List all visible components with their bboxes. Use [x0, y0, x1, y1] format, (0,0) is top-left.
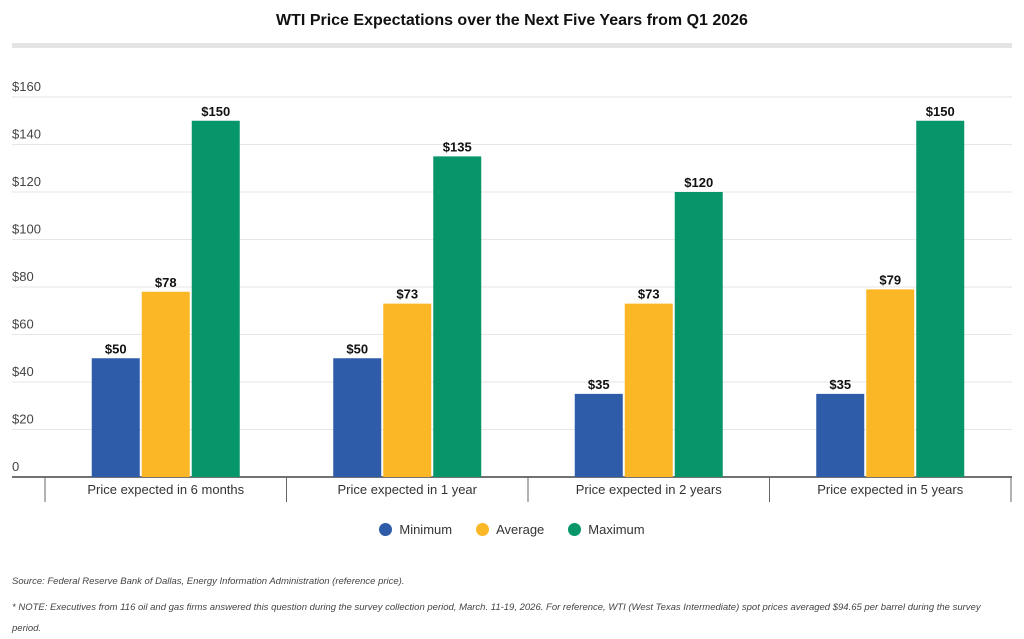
bar-maximum [674, 192, 723, 477]
y-tick-label: $160 [12, 79, 41, 94]
y-tick-label: $40 [12, 364, 34, 379]
bar-maximum [191, 120, 240, 477]
legend-label: Average [496, 522, 545, 537]
legend: Minimum Average Maximum [0, 522, 1024, 537]
data-label: $78 [155, 275, 177, 290]
data-label: $120 [684, 175, 713, 190]
bar-average [383, 303, 432, 477]
legend-label: Minimum [399, 522, 453, 537]
data-label: $73 [396, 287, 418, 302]
data-label: $73 [638, 287, 660, 302]
data-label: $79 [879, 272, 901, 287]
y-tick-label: $140 [12, 127, 41, 142]
bar-minimum [816, 393, 865, 477]
data-label: $35 [588, 377, 610, 392]
bar-maximum [433, 156, 482, 477]
y-tick-label: $20 [12, 412, 34, 427]
legend-swatch [379, 523, 393, 536]
data-label: $50 [346, 341, 368, 356]
footnote: * NOTE: Executives from 116 oil and gas … [12, 602, 981, 634]
bar-minimum [91, 358, 140, 477]
data-label: $35 [829, 377, 851, 392]
y-tick-label: $60 [12, 317, 34, 332]
y-tick-label: $80 [12, 269, 34, 284]
bar-average [141, 291, 190, 477]
x-tick-label: Price expected in 6 months [87, 482, 244, 497]
y-tick-label: $100 [12, 222, 41, 237]
data-label: $135 [443, 139, 472, 154]
data-label: $150 [201, 104, 230, 119]
data-label: $50 [105, 341, 127, 356]
legend-label: Maximum [588, 522, 645, 537]
bar-chart: 0 $20 $40 $60 $80 $100 $120 $140 $160 Price expec… [12, 79, 1012, 502]
x-tick-label: Price expected in 1 year [338, 482, 478, 497]
bar-maximum [916, 120, 965, 477]
bar-minimum [333, 358, 382, 477]
data-label: $150 [926, 104, 955, 119]
source-note: Source: Federal Reserve Bank of Dallas, … [12, 576, 405, 587]
bar-average [866, 289, 915, 477]
y-tick-label: $120 [12, 174, 41, 189]
legend-item-maximum[interactable]: Maximum [568, 522, 645, 537]
x-tick-label: Price expected in 2 years [576, 482, 722, 497]
bar-average [624, 303, 673, 477]
legend-item-average[interactable]: Average [476, 522, 544, 537]
x-tick-label: Price expected in 5 years [817, 482, 963, 497]
legend-swatch [568, 523, 582, 536]
title-divider [12, 43, 1012, 48]
chart-title: WTI Price Expectations over the Next Fiv… [276, 12, 748, 29]
legend-item-minimum[interactable]: Minimum [379, 522, 452, 537]
y-tick-label: 0 [12, 459, 19, 474]
legend-swatch [476, 523, 490, 536]
bar-minimum [574, 393, 623, 477]
